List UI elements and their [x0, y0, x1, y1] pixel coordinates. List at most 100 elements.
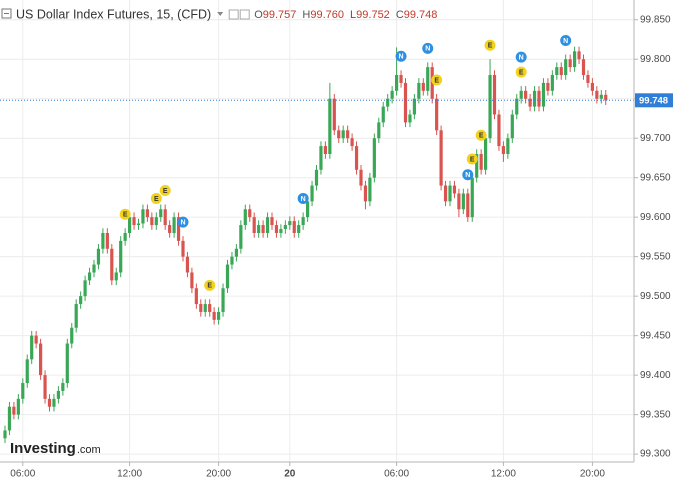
candle-body: [92, 264, 96, 273]
event-marker[interactable]: [462, 169, 474, 181]
legend-value: 99.760: [310, 9, 344, 21]
settings-icon[interactable]: [228, 9, 239, 20]
candle-body: [265, 217, 270, 233]
y-tick-label: 99.350: [640, 409, 671, 420]
candle-body: [119, 240, 123, 273]
event-label: N: [301, 196, 306, 203]
candle-body: [555, 67, 559, 76]
candle-body: [168, 225, 172, 233]
brand-logo: Investing .com: [10, 440, 101, 457]
event-marker[interactable]: [560, 34, 572, 46]
collapse-icon[interactable]: [1, 8, 12, 19]
candle-body: [239, 225, 243, 249]
candle-body: [541, 82, 546, 107]
event-label: E: [163, 188, 168, 195]
candle-body: [337, 130, 341, 139]
candle-body: [208, 304, 212, 312]
event-marker[interactable]: [515, 51, 527, 63]
event-marker[interactable]: [297, 192, 309, 204]
event-marker[interactable]: [431, 74, 443, 86]
settings-icon[interactable]: [239, 9, 250, 20]
x-tick-label: 06:00: [10, 469, 35, 480]
event-marker[interactable]: [515, 66, 527, 78]
candle-body: [43, 375, 47, 399]
candle-body: [248, 209, 252, 218]
y-tick-label: 99.400: [640, 370, 671, 381]
y-tick-label: 99.850: [640, 14, 671, 25]
y-tick-label: 99.650: [640, 172, 671, 183]
event-marker[interactable]: [159, 185, 171, 197]
event-marker[interactable]: [395, 50, 407, 62]
event-label: E: [470, 156, 475, 163]
event-marker[interactable]: [475, 129, 487, 141]
x-tick-label: 20: [284, 469, 296, 480]
event-marker[interactable]: [466, 153, 478, 165]
candle-body: [270, 217, 274, 226]
candle-body: [568, 59, 572, 68]
candle-body: [412, 98, 416, 115]
y-tick-label: 99.500: [640, 291, 671, 302]
candle-body: [70, 327, 74, 344]
candle-body: [452, 185, 457, 194]
candle-body: [114, 272, 118, 281]
x-tick-label: 20:00: [206, 469, 231, 480]
candle-body: [225, 264, 230, 289]
candle-body: [132, 217, 136, 226]
candle-body: [261, 225, 265, 233]
candle-body: [25, 359, 29, 384]
candle-body: [417, 82, 421, 99]
candle-body: [524, 90, 528, 99]
candle-body: [510, 114, 514, 139]
x-tick-label: 06:00: [384, 469, 409, 480]
candle-body: [439, 130, 443, 186]
ohlc-legend: O 99.757 H 99.760 L 99.752 C 99.748: [217, 9, 437, 21]
candle-body: [101, 232, 105, 249]
event-marker[interactable]: [484, 39, 496, 51]
y-tick-label: 99.550: [640, 251, 671, 262]
candle-body: [7, 406, 12, 431]
candle-body: [408, 114, 412, 123]
candle-body: [354, 146, 359, 170]
event-label: E: [519, 69, 524, 76]
candle-body: [274, 225, 279, 233]
event-marker[interactable]: [422, 42, 434, 54]
candle-body: [96, 248, 101, 265]
event-label: N: [399, 54, 404, 61]
event-marker[interactable]: [150, 192, 162, 204]
candle-body: [323, 146, 327, 154]
candle-body: [532, 90, 537, 107]
candle-body: [328, 98, 332, 154]
dropdown-icon[interactable]: [217, 12, 224, 16]
event-marker[interactable]: [177, 216, 189, 228]
candle-body: [21, 383, 25, 399]
candle-body: [395, 75, 399, 91]
event-marker[interactable]: [204, 279, 216, 291]
chart-title: US Dollar Index Futures, 15, (CFD): [16, 7, 211, 21]
candle-body: [252, 217, 256, 233]
candle-body: [47, 398, 52, 407]
candle-body: [372, 138, 376, 178]
candle-body: [185, 256, 190, 273]
x-tick-label: 12:00: [491, 469, 516, 480]
candle-body: [577, 51, 581, 60]
candle-body: [488, 75, 492, 139]
last-price-label: 99.748: [639, 95, 668, 106]
candle-body: [128, 217, 132, 233]
candle-body: [181, 240, 185, 257]
legend-value: 99.757: [263, 9, 297, 21]
candle-body: [301, 217, 305, 226]
event-label: E: [488, 43, 493, 50]
candle-body: [443, 185, 448, 202]
candle-body: [595, 90, 599, 99]
legend-key: C: [396, 9, 404, 21]
candle-body: [87, 272, 92, 281]
event-marker[interactable]: [119, 208, 131, 220]
candle-body: [492, 75, 497, 115]
candle-body: [257, 225, 261, 233]
candle-body: [501, 146, 505, 154]
candle-body: [52, 398, 56, 407]
candle-body: [30, 335, 34, 360]
candle-body: [288, 221, 292, 226]
candle-body: [190, 272, 194, 289]
candle-body: [234, 248, 238, 257]
